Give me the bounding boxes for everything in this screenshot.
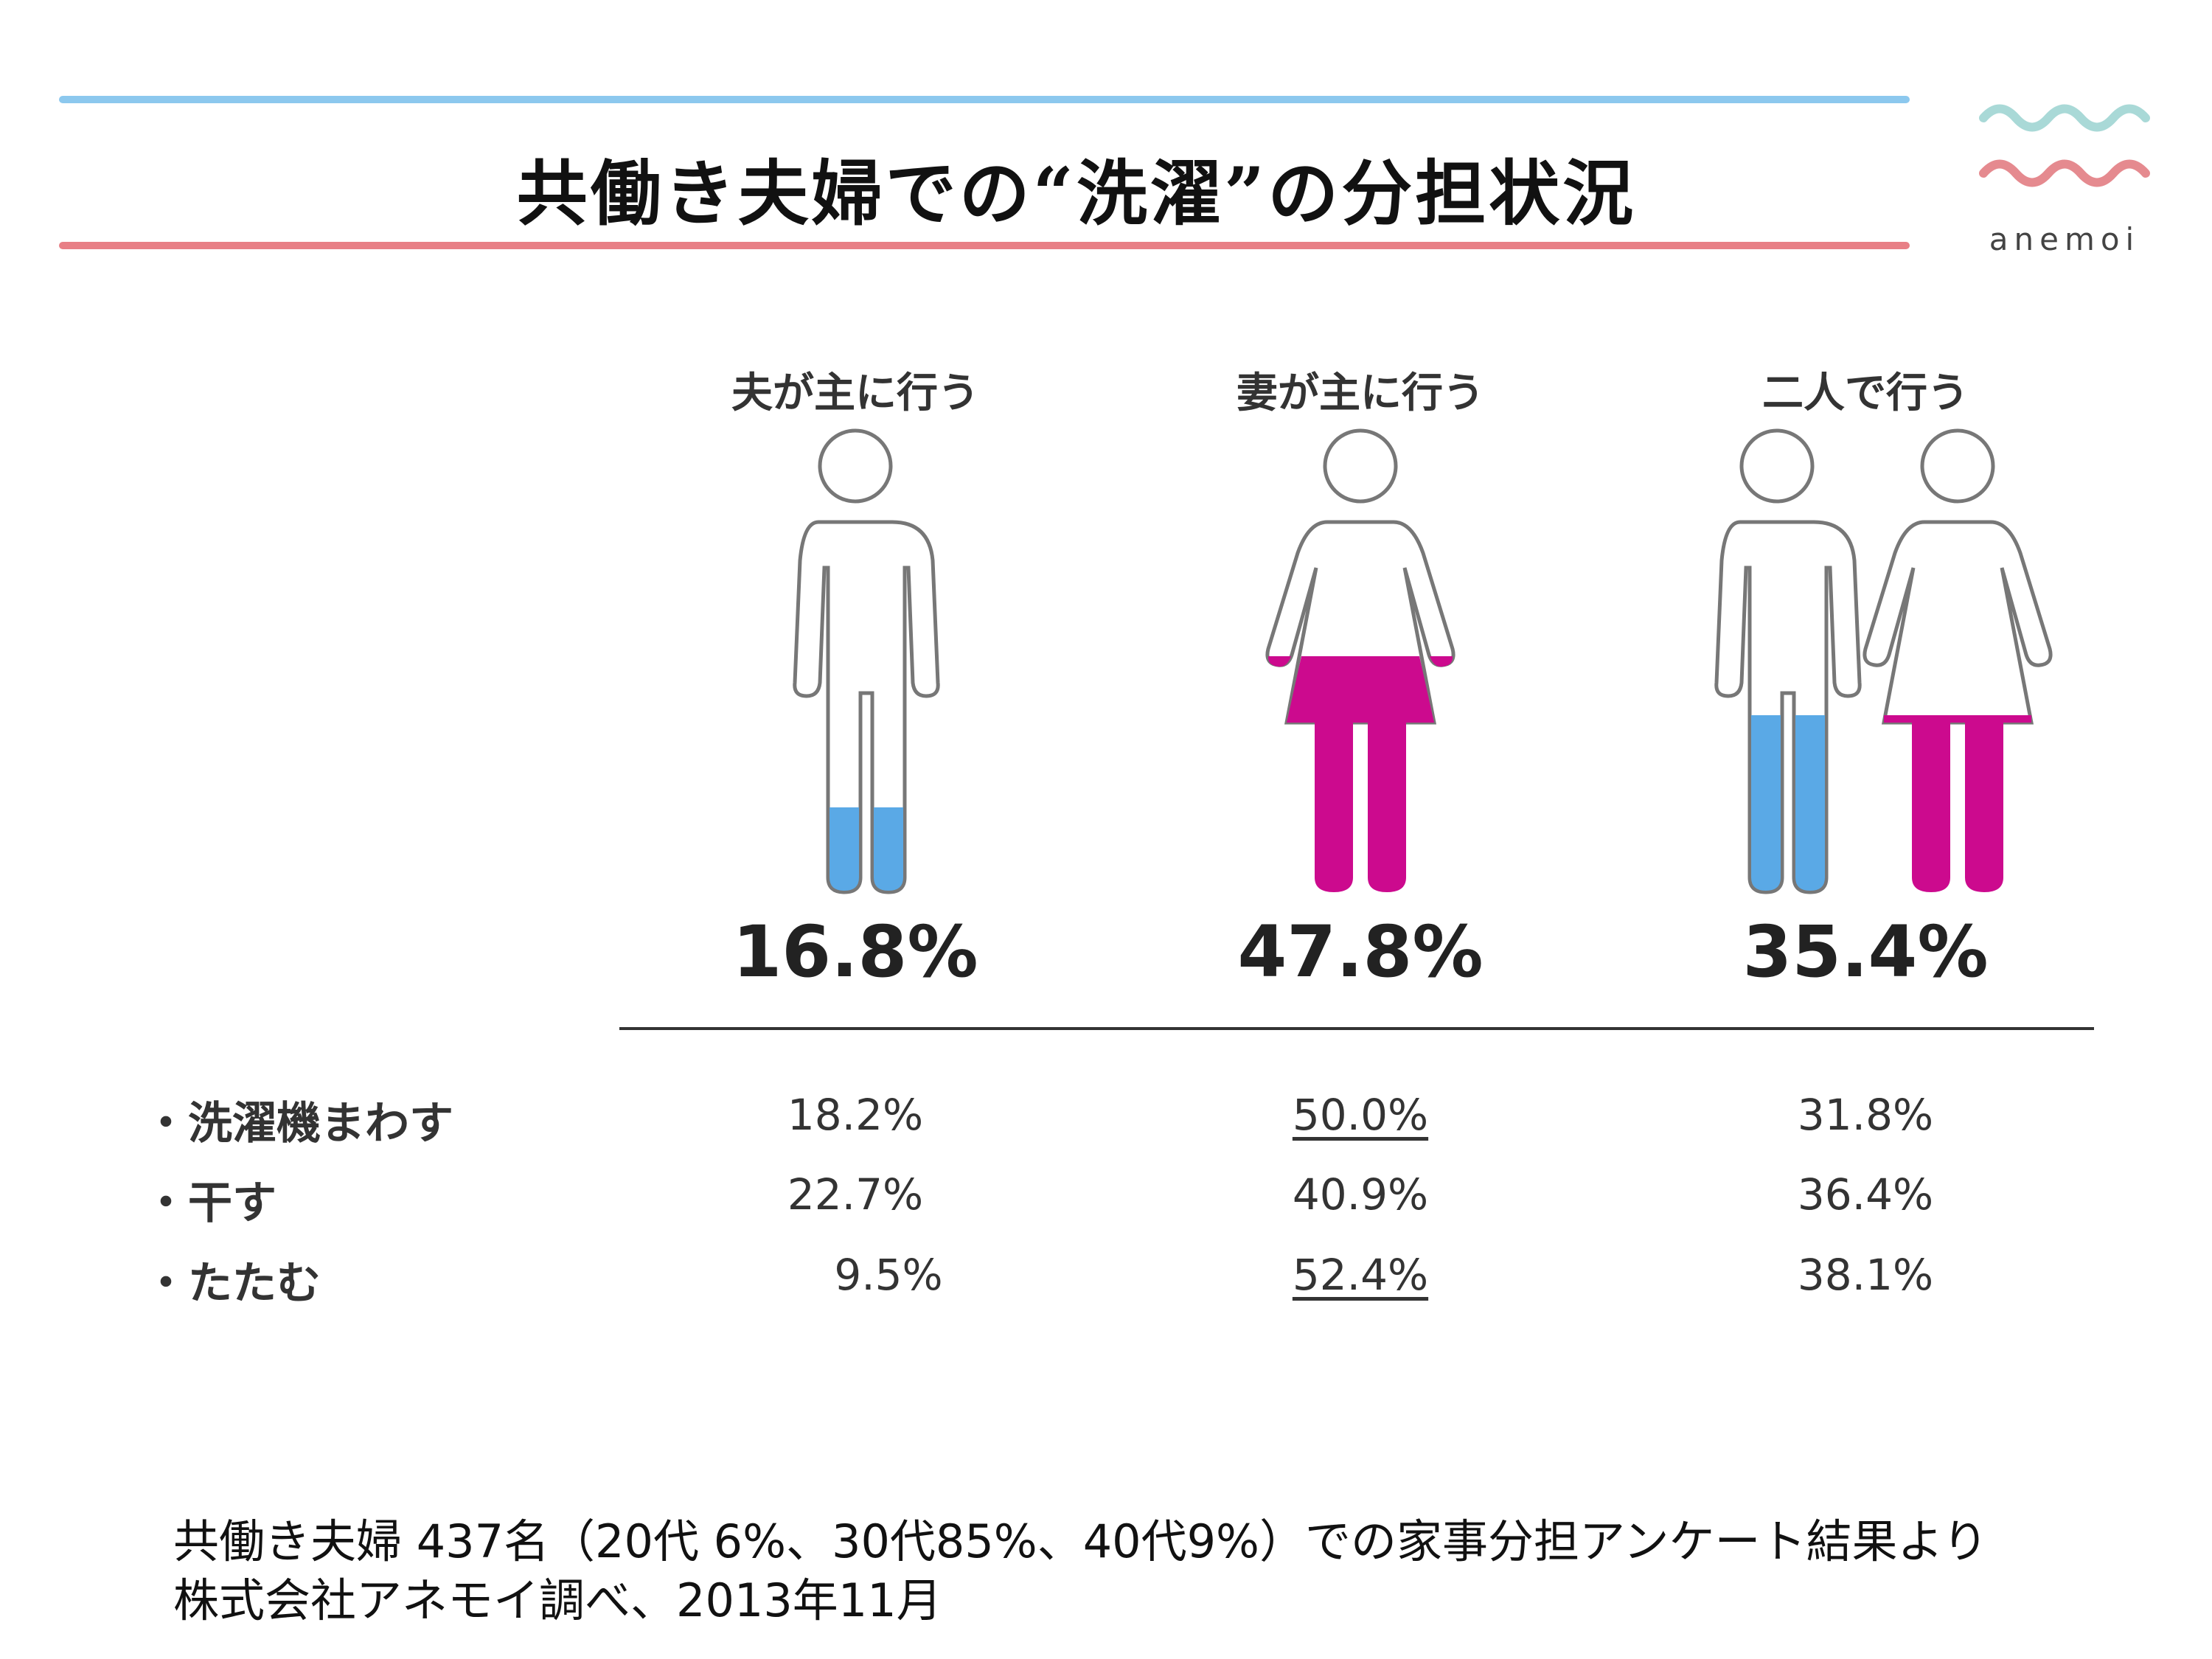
divider-line	[619, 1027, 2094, 1030]
cell-drying-both: 36.4%	[1797, 1169, 1934, 1220]
top-accent-line	[59, 96, 1910, 103]
column-label-wife: 妻が主に行う	[1237, 369, 1484, 417]
cell-washing-both: 31.8%	[1797, 1090, 1934, 1140]
column-label-both: 二人で行う	[1762, 369, 1969, 417]
survey-note: 共働き夫婦 437名（20代 6%、30代85%、40代9%）での家事分担アンケ…	[173, 1514, 1989, 1568]
total-both-value: 35.4%	[1742, 911, 1989, 993]
couple-figure-icon	[1714, 428, 2053, 894]
cell-washing-wife: 50.0%	[1292, 1090, 1429, 1140]
row-label-washing: ・洗濯機まわす	[144, 1098, 453, 1150]
cell-drying-husband: 22.7%	[787, 1169, 924, 1220]
husband-figure-icon	[793, 428, 940, 894]
cell-washing-husband: 18.2%	[787, 1090, 924, 1140]
total-wife-value: 47.8%	[1237, 911, 1484, 993]
column-label-husband: 夫が主に行う	[731, 369, 979, 417]
cell-folding-wife: 52.4%	[1292, 1250, 1429, 1300]
row-label-drying: ・干す	[144, 1178, 276, 1229]
logo-text: anemoi	[1989, 221, 2140, 257]
source-note: 株式会社アネモイ調べ、2013年11月	[173, 1573, 942, 1627]
cell-drying-wife: 40.9%	[1292, 1169, 1429, 1220]
row-label-folding: ・たたむ	[144, 1258, 321, 1310]
cell-folding-both: 38.1%	[1797, 1250, 1934, 1300]
total-husband-value: 16.8%	[732, 911, 978, 993]
cell-folding-husband: 9.5%	[834, 1250, 943, 1300]
page-title: 共働き夫婦での“洗濯”の分担状況	[516, 152, 1637, 235]
bottom-accent-line	[59, 242, 1910, 249]
wife-figure-icon	[1265, 428, 1455, 892]
anemoi-logo-icon	[1979, 104, 2150, 187]
